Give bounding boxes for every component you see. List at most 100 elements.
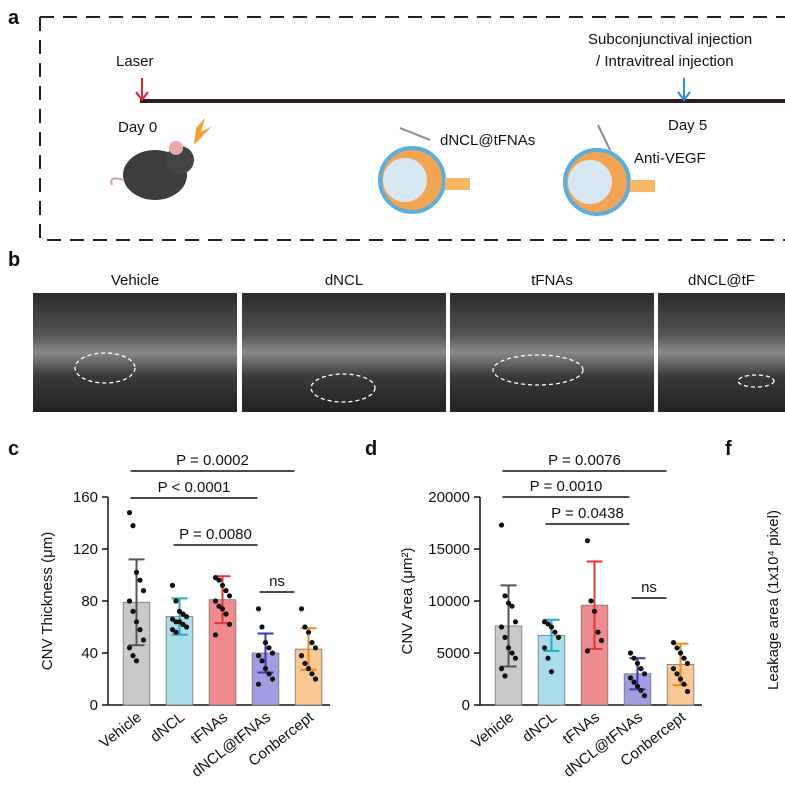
data-point — [309, 640, 315, 646]
data-point — [670, 666, 677, 672]
data-point — [298, 653, 305, 659]
data-point — [216, 577, 222, 583]
data-point — [584, 648, 591, 654]
data-point — [173, 629, 179, 635]
data-point — [212, 598, 219, 604]
significance-label: ns — [269, 573, 285, 590]
data-point — [183, 614, 190, 620]
data-point — [298, 606, 305, 612]
data-point — [219, 582, 226, 589]
data-point — [627, 675, 634, 681]
data-point — [140, 588, 147, 594]
data-point — [223, 611, 229, 617]
significance-label: P = 0.0002 — [176, 452, 249, 469]
label: Day 0 — [118, 119, 157, 136]
data-point — [595, 629, 601, 635]
data-point — [634, 660, 641, 667]
label: Day 5 — [668, 117, 707, 134]
data-point — [591, 608, 598, 615]
mouse-icon — [110, 118, 212, 200]
data-point — [548, 669, 555, 675]
x-tick-label: dNCL — [519, 709, 560, 746]
data-point — [126, 645, 133, 651]
injection-arrow — [677, 78, 691, 102]
significance-label: ns — [641, 579, 657, 596]
oct-image — [33, 293, 237, 412]
image-label: dNCL — [325, 272, 363, 289]
data-point — [641, 693, 648, 699]
data-point — [137, 627, 143, 633]
data-point — [684, 660, 691, 667]
image-label: tFNAs — [531, 272, 573, 289]
oct-image — [450, 293, 654, 412]
data-point — [627, 650, 634, 656]
data-point — [269, 676, 276, 682]
data-point — [674, 671, 680, 677]
lesion-outline — [737, 374, 775, 388]
label: Anti-VEGF — [634, 150, 706, 167]
data-point — [137, 577, 143, 583]
data-point — [638, 666, 644, 672]
axis-title: CNV Area (μm²) — [399, 548, 416, 655]
data-point — [312, 645, 319, 651]
data-point — [545, 621, 551, 627]
data-point — [226, 593, 233, 599]
data-point — [259, 658, 265, 664]
data-point — [552, 629, 558, 635]
data-point — [255, 606, 262, 612]
significance-label: P < 0.0001 — [158, 479, 231, 496]
error-bar — [586, 560, 603, 650]
y-tick-label: 0 — [462, 697, 470, 714]
lesion-outline — [492, 354, 584, 386]
data-point — [255, 653, 262, 659]
data-point — [502, 634, 508, 641]
data-point — [545, 655, 551, 661]
data-point — [681, 681, 687, 687]
data-point — [312, 676, 319, 682]
significance-label: P = 0.0076 — [548, 452, 621, 469]
eye-icon — [563, 124, 655, 216]
data-point — [677, 650, 684, 656]
lesion-outline — [310, 373, 376, 403]
data-point — [541, 645, 548, 651]
data-point — [684, 688, 691, 695]
data-point — [631, 679, 637, 685]
data-point — [219, 606, 226, 612]
data-point — [140, 637, 147, 643]
data-point — [173, 598, 179, 604]
error-bar — [500, 584, 517, 668]
data-point — [130, 653, 136, 659]
label: Subconjunctival injection — [588, 31, 752, 48]
data-point — [548, 624, 555, 630]
data-point — [498, 624, 505, 630]
significance-label: P = 0.0080 — [179, 526, 252, 543]
data-point — [133, 619, 140, 625]
oct-image — [242, 293, 446, 412]
data-point — [509, 603, 515, 609]
panel-label: d — [365, 438, 377, 460]
data-point — [638, 687, 644, 694]
data-point — [555, 634, 562, 641]
data-point — [130, 608, 136, 615]
x-tick-label: dNCL — [147, 709, 188, 746]
panel-label: c — [8, 438, 19, 460]
data-point — [598, 637, 605, 644]
data-point — [305, 629, 312, 635]
data-point — [305, 666, 312, 672]
axis-title: Leakage area (1x10⁴ pixel) — [765, 510, 782, 690]
data-point — [183, 624, 190, 630]
data-point — [631, 655, 637, 661]
image-label: Vehicle — [111, 272, 159, 289]
lesion-outline — [74, 352, 136, 384]
data-point — [269, 650, 276, 656]
data-point — [133, 569, 140, 576]
data-point — [223, 588, 229, 594]
y-tick-label: 0 — [90, 697, 98, 714]
data-point — [498, 666, 505, 672]
significance-label: P = 0.0010 — [530, 478, 603, 495]
data-point — [681, 655, 687, 661]
data-point — [505, 645, 512, 651]
image-label: dNCL@tF — [688, 272, 755, 289]
data-point — [226, 621, 233, 628]
